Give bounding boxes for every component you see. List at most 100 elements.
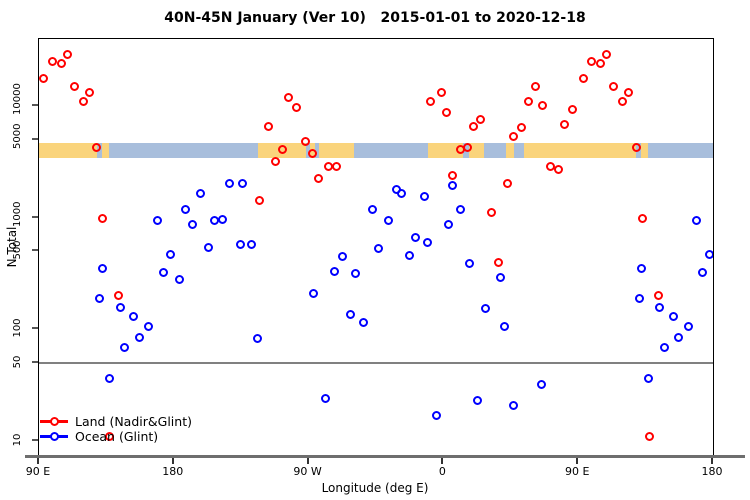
land-data-point	[476, 114, 486, 124]
land-data-point	[92, 142, 102, 152]
ocean-data-point	[659, 342, 669, 352]
band-land-segment	[506, 143, 514, 158]
y-tick-mark	[32, 249, 38, 252]
land-data-point	[331, 162, 341, 172]
band-ocean-segment	[483, 143, 507, 158]
land-data-point	[314, 174, 324, 184]
x-tick-mark	[306, 458, 309, 464]
land-data-point	[270, 156, 280, 166]
x-tick-mark	[441, 458, 444, 464]
y-axis-label: N Total	[5, 226, 19, 268]
ocean-data-point	[345, 309, 355, 319]
x-tick-label: 0	[438, 465, 446, 478]
ocean-data-point	[217, 214, 227, 224]
ocean-data-point	[411, 232, 421, 242]
ocean-data-point	[367, 205, 377, 215]
ocean-data-point	[165, 249, 175, 259]
land-data-point	[546, 162, 556, 172]
land-data-point	[463, 143, 473, 153]
ocean-data-point	[246, 240, 256, 250]
y-tick-label: 10000	[12, 83, 23, 115]
band-land-segment	[39, 143, 97, 158]
ocean-data-point	[152, 215, 162, 225]
ocean-data-point	[456, 204, 466, 214]
y-tick-mark	[32, 327, 38, 330]
land-data-point	[78, 96, 88, 106]
land-circle-icon	[50, 417, 59, 426]
ocean-data-point	[636, 264, 646, 274]
band-ocean-segment	[108, 143, 258, 158]
ocean-data-point	[329, 267, 339, 277]
land-data-point	[608, 81, 618, 91]
y-tick-mark	[32, 439, 38, 441]
ocean-data-point	[668, 311, 678, 321]
land-data-point	[254, 196, 264, 206]
land-data-point	[524, 96, 534, 106]
y-tick-label: 10	[12, 433, 23, 447]
x-tick-mark	[171, 458, 174, 464]
x-tick-mark	[711, 458, 713, 464]
land-data-point	[617, 96, 627, 106]
ocean-data-point	[634, 294, 644, 304]
band-ocean-segment	[647, 143, 713, 158]
legend-label-land: Land (Nadir&Glint)	[75, 414, 192, 429]
land-data-point	[278, 144, 288, 154]
land-data-point	[503, 178, 513, 188]
land-data-point	[560, 120, 570, 130]
legend: Land (Nadir&Glint) Ocean (Glint)	[40, 414, 192, 444]
ocean-data-point	[423, 237, 433, 247]
land-data-point	[494, 257, 504, 267]
ocean-data-point	[383, 215, 393, 225]
ocean-data-point	[419, 191, 429, 201]
ocean-data-point	[180, 205, 190, 215]
land-data-point	[469, 121, 479, 131]
land-data-point	[39, 73, 49, 83]
ocean-data-point	[391, 184, 401, 194]
ocean-data-point	[683, 322, 693, 332]
x-tick-mark	[576, 458, 579, 464]
ocean-circle-icon	[50, 432, 59, 441]
y-tick-mark	[32, 215, 38, 218]
land-data-point	[644, 431, 654, 441]
ocean-data-point	[235, 239, 245, 249]
ocean-data-point	[509, 400, 519, 410]
ocean-data-point	[537, 380, 547, 390]
ocean-data-point	[174, 274, 184, 284]
land-data-point	[531, 82, 541, 92]
ocean-data-point	[697, 268, 707, 278]
ocean-data-point	[643, 374, 653, 384]
ocean-data-point	[448, 181, 458, 191]
band-ocean-segment	[513, 143, 525, 158]
land-data-point	[114, 291, 124, 301]
land-data-point	[517, 122, 527, 132]
plot-area	[38, 38, 714, 456]
band-land-segment	[641, 143, 648, 158]
ocean-data-point	[396, 189, 406, 199]
ocean-data-point	[472, 396, 482, 406]
ocean-data-point	[309, 288, 319, 298]
ocean-data-point	[480, 304, 490, 314]
ocean-data-point	[252, 334, 262, 344]
ocean-data-point	[704, 249, 713, 259]
ocean-data-point	[144, 322, 154, 332]
y-tick-label: 100	[12, 318, 23, 338]
x-axis-label: Longitude (deg E)	[321, 481, 429, 495]
land-series-symbol	[40, 417, 68, 426]
ocean-series-symbol	[40, 432, 68, 441]
land-data-point	[47, 56, 57, 66]
land-data-point	[595, 58, 605, 68]
band-land-segment	[101, 143, 109, 158]
land-data-point	[578, 73, 588, 83]
land-data-point	[62, 49, 72, 59]
ocean-data-point	[204, 243, 214, 253]
land-data-point	[56, 58, 66, 68]
land-data-point	[623, 87, 633, 97]
band-ocean-segment	[353, 143, 429, 158]
ocean-data-point	[134, 333, 144, 343]
ocean-data-point	[495, 273, 505, 283]
land-data-point	[631, 142, 641, 152]
land-data-point	[291, 103, 301, 113]
x-tick-label: 180	[701, 465, 723, 478]
ocean-data-point	[115, 302, 125, 312]
